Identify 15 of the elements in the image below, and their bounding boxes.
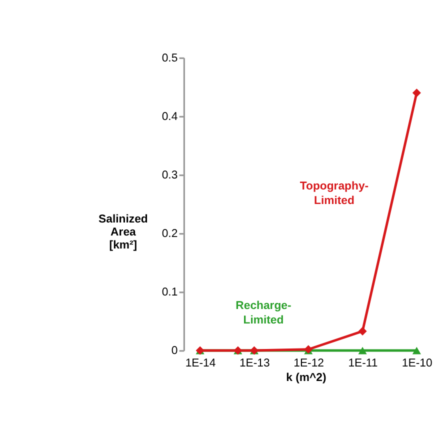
text: Topography- Limited [300, 180, 369, 208]
y-tick-label: 0.3 [162, 170, 178, 182]
x-tick-label: 1E-13 [239, 357, 270, 370]
x-tick-label: 1E-14 [185, 357, 216, 370]
series-label: Recharge- Limited [236, 300, 292, 327]
x-tick-label: 1E-11 [348, 357, 378, 370]
y-tick-label: 0.5 [162, 52, 178, 64]
y-tick-label: 0 [171, 345, 178, 358]
x-tick-label: 1E-12 [294, 357, 324, 370]
y-tick-label: 0.4 [162, 110, 178, 123]
x-tick-label: 1E-10 [402, 357, 432, 370]
x-axis-title: k (m^2) [286, 372, 326, 384]
y-axis-title: Salinized Area [km²] [98, 213, 148, 252]
y-tick-label: 0.1 [162, 286, 178, 299]
y-tick-label: 0.2 [162, 228, 178, 240]
